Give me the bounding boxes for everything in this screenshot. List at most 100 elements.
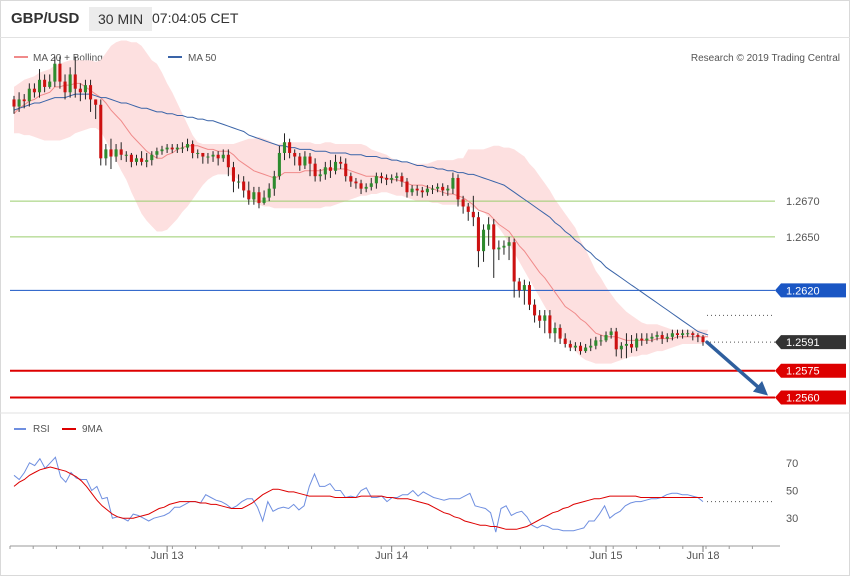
candle bbox=[277, 145, 281, 180]
candle-body bbox=[670, 333, 674, 337]
candle bbox=[48, 74, 52, 89]
candle-body bbox=[614, 331, 618, 350]
candle bbox=[696, 333, 700, 343]
candle-body bbox=[400, 176, 404, 182]
candle-body bbox=[405, 181, 409, 193]
candle-body bbox=[364, 186, 368, 189]
candle-body bbox=[155, 151, 159, 155]
candle-body bbox=[701, 336, 705, 343]
candle bbox=[32, 83, 36, 98]
candle bbox=[476, 211, 480, 268]
instrument-title[interactable]: GBP/USD bbox=[11, 10, 80, 27]
timeframe-selector[interactable]: 30 MIN bbox=[89, 7, 153, 31]
candle bbox=[359, 179, 363, 195]
badge-text-1.2560: 1.2560 bbox=[786, 393, 820, 405]
candle bbox=[456, 174, 460, 207]
candle bbox=[282, 133, 287, 161]
candle bbox=[308, 152, 312, 177]
candle-body bbox=[645, 338, 649, 341]
candle-body bbox=[420, 190, 424, 193]
badge-1.2560 bbox=[775, 390, 846, 405]
candle-body bbox=[374, 176, 378, 184]
candle bbox=[461, 195, 465, 214]
candle-body bbox=[37, 79, 42, 93]
price-levels bbox=[10, 200, 775, 399]
candle-body bbox=[277, 152, 281, 177]
candle bbox=[655, 331, 659, 341]
candle bbox=[94, 99, 98, 120]
candle bbox=[609, 327, 613, 339]
candle-body bbox=[242, 181, 246, 191]
candle-body bbox=[527, 285, 532, 305]
current-time: 07:04:05 CET bbox=[152, 10, 239, 26]
candle-body bbox=[650, 336, 654, 339]
candle bbox=[420, 186, 424, 198]
candle bbox=[691, 331, 695, 341]
candle-body bbox=[282, 142, 287, 153]
candle-body bbox=[548, 315, 552, 334]
candle-body bbox=[140, 158, 144, 162]
candle-body bbox=[99, 104, 103, 159]
price-badges: 1.2670 1.2650 1.2620 1.2591 1.2575 1.2560 bbox=[775, 196, 846, 405]
candle-body bbox=[609, 331, 613, 336]
candle-body bbox=[252, 192, 256, 200]
candle-body bbox=[288, 142, 292, 153]
candle bbox=[681, 329, 685, 339]
candle-body bbox=[573, 345, 577, 348]
candle-body bbox=[640, 338, 644, 341]
candle bbox=[298, 152, 302, 171]
candle bbox=[78, 83, 82, 102]
candle-body bbox=[68, 74, 72, 93]
candle bbox=[318, 169, 322, 182]
candle-body bbox=[696, 335, 700, 337]
candle bbox=[114, 144, 118, 162]
candle bbox=[53, 56, 57, 87]
candle bbox=[68, 67, 72, 98]
candle bbox=[492, 219, 496, 278]
candle-body bbox=[89, 85, 93, 100]
candle bbox=[27, 83, 31, 107]
candle bbox=[43, 74, 47, 93]
candle-body bbox=[466, 206, 470, 212]
candle bbox=[288, 138, 292, 159]
candle bbox=[701, 335, 705, 346]
candle-body bbox=[94, 99, 98, 105]
candle bbox=[527, 281, 532, 311]
candle-body bbox=[655, 335, 659, 337]
candle-body bbox=[308, 156, 312, 164]
candle-body bbox=[262, 197, 266, 203]
candle-body bbox=[109, 149, 113, 157]
candle bbox=[252, 186, 256, 205]
candle bbox=[487, 217, 491, 246]
candle-body bbox=[446, 188, 450, 191]
candle bbox=[538, 310, 542, 328]
candle-body bbox=[385, 177, 389, 180]
forecast-arrow-head bbox=[752, 381, 768, 396]
candle bbox=[604, 331, 608, 343]
candle bbox=[262, 190, 266, 205]
candle bbox=[686, 329, 690, 337]
candle bbox=[497, 240, 501, 261]
candle bbox=[165, 144, 169, 153]
candle-body bbox=[303, 156, 307, 166]
candle bbox=[272, 170, 276, 196]
candle bbox=[180, 142, 184, 153]
candle-body bbox=[359, 183, 363, 189]
candle bbox=[665, 333, 669, 343]
candle bbox=[446, 185, 450, 196]
rsi-tick-label: 50 bbox=[786, 486, 798, 498]
candle bbox=[578, 342, 583, 355]
candle bbox=[466, 202, 470, 221]
candle-body bbox=[211, 154, 215, 157]
candle-body bbox=[681, 333, 685, 336]
candle-body bbox=[379, 176, 383, 178]
candle-body bbox=[221, 154, 225, 159]
candle bbox=[140, 151, 144, 166]
candle bbox=[185, 138, 190, 152]
candle-body bbox=[145, 160, 149, 162]
candle-body bbox=[22, 99, 26, 102]
candle-body bbox=[83, 85, 87, 93]
candle bbox=[410, 185, 414, 196]
candle-body bbox=[160, 149, 164, 152]
